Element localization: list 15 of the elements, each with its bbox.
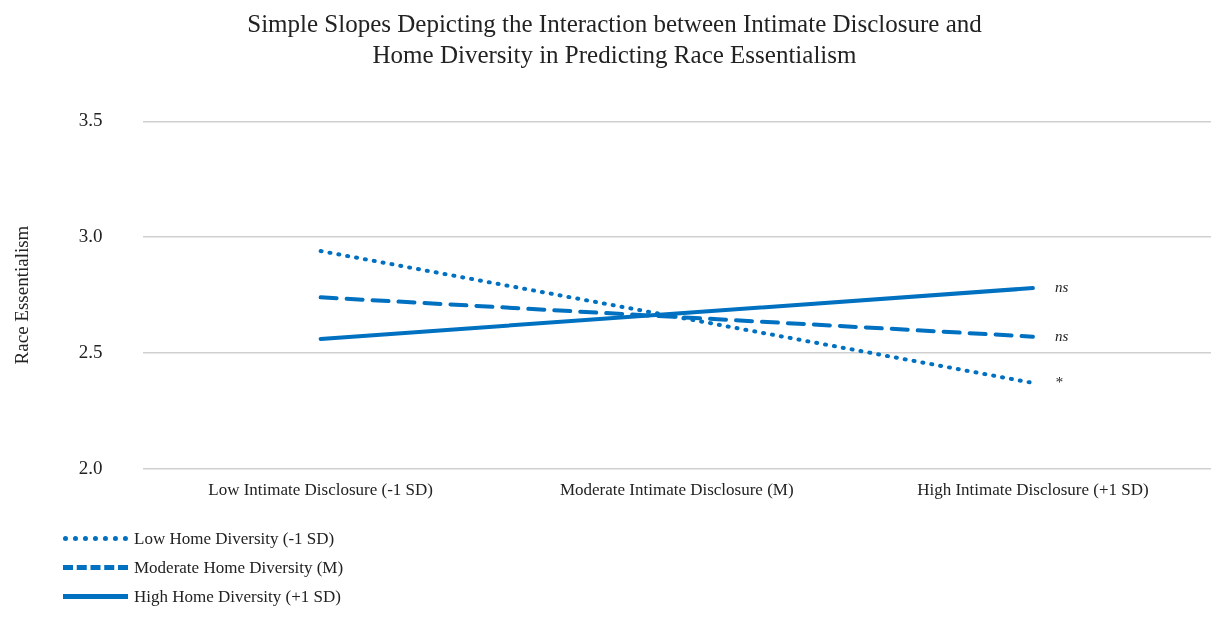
legend-label: Low Home Diversity (-1 SD)	[134, 528, 335, 549]
annotation: ns	[1054, 327, 1069, 344]
y-tick-label: 3.5	[78, 109, 103, 131]
y-axis-title: Race Essentialism	[11, 225, 33, 365]
annotation: ns	[1054, 278, 1069, 295]
legend-label: Moderate Home Diversity (M)	[134, 557, 344, 578]
legend-label: High Home Diversity (+1 SD)	[134, 586, 341, 607]
x-tick-label: Low Intimate Disclosure (-1 SD)	[208, 480, 433, 500]
x-tick-label: Moderate Intimate Disclosure (M)	[559, 480, 794, 500]
annotation: *	[1054, 373, 1063, 390]
chart-title: Simple Slopes Depicting the Interaction between Intimate Disclosure and Home Diversity in Predicting Race Essentialism	[246, 9, 983, 70]
y-tick-label: 2.0	[78, 456, 103, 478]
y-tick-label: 3.0	[78, 225, 103, 247]
y-tick-label: 2.5	[78, 340, 103, 362]
x-tick-label: High Intimate Disclosure (+1 SD)	[917, 480, 1149, 500]
